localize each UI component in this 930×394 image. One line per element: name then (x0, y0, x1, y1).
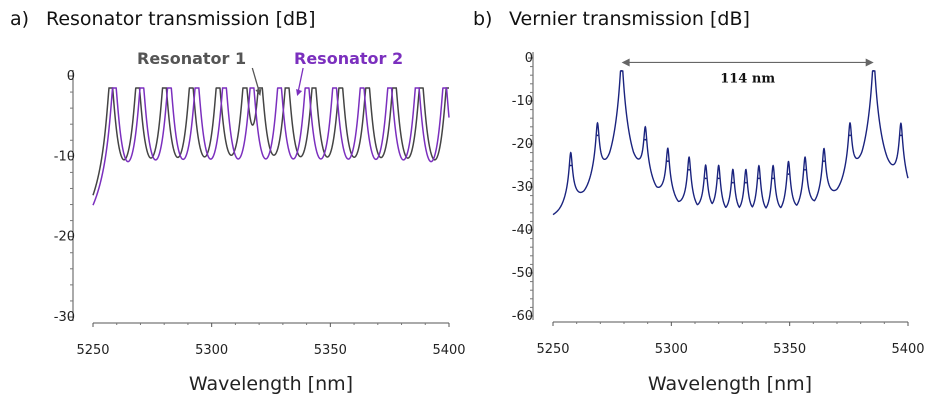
peak-point (620, 70, 623, 72)
peak-point (688, 168, 690, 171)
y-tick-label: 0 (67, 69, 75, 84)
peak-point (772, 177, 774, 180)
peak-point (596, 134, 599, 137)
resonator-1-annotation: Resonator 1 (137, 49, 246, 68)
y-tick-label: -20 (54, 230, 75, 245)
y-tick-label: 0 (525, 51, 533, 66)
y-tick-label: -20 (512, 137, 533, 152)
x-tick-label: 5350 (773, 342, 806, 357)
panel-b-plot-area (552, 70, 909, 216)
panel-a-title: Resonator transmission [dB] (46, 8, 316, 30)
x-tick-label: 5350 (314, 343, 347, 358)
panel-b-xlabel: Wavelength [nm] (648, 373, 812, 394)
x-tick-label: 5250 (76, 343, 109, 358)
x-tick-label: 5300 (655, 342, 688, 357)
panel-a-annotations: Resonator 1 Resonator 2 (137, 49, 403, 97)
peak-point (704, 177, 707, 180)
series-1-line (92, 87, 449, 196)
y-tick-label: -10 (512, 94, 533, 109)
panel-b-label: b) (473, 8, 492, 30)
x-tick-label: 5300 (195, 343, 228, 358)
y-tick-label: -40 (512, 223, 533, 238)
peak-point (569, 164, 572, 167)
series-2-line (92, 87, 450, 206)
panel-a-plot-area (92, 87, 450, 206)
peak-point (900, 134, 902, 137)
y-tick-label: -30 (54, 310, 75, 325)
peak-point (758, 177, 760, 180)
resonator-1-arrow (251, 67, 260, 93)
peak-point (849, 134, 851, 137)
resonator-2-annotation: Resonator 2 (294, 49, 403, 68)
span-arrow-right (865, 58, 874, 67)
y-tick-label: -60 (512, 309, 533, 324)
y-tick-label: -30 (512, 180, 533, 195)
panel-a-axes: 0 -10 -20 -30 5250 5300 5350 5400 (54, 69, 466, 358)
peak-point (744, 181, 747, 184)
peak-point (666, 160, 669, 163)
span-arrow-left (621, 58, 630, 67)
resonator-1-arrowhead (255, 89, 262, 97)
peak-point (872, 70, 875, 72)
peak-point (787, 173, 790, 176)
y-tick-label: -50 (512, 266, 533, 281)
resonator-2-arrow (297, 67, 304, 93)
y-tick-label: -10 (54, 149, 75, 164)
resonator-2-arrowhead (296, 89, 303, 97)
vernier-line (552, 70, 909, 216)
panel-a: a) Resonator transmission [dB] 0 -10 -20 -3… (10, 8, 466, 394)
panel-b-title: Vernier transmission [dB] (509, 8, 750, 30)
panel-a-xlabel: Wavelength [nm] (189, 373, 353, 394)
panel-b-annotations: 114 nm (621, 58, 874, 86)
peak-point (644, 138, 647, 141)
panel-b-axes: 0 -10 -20 -30 -40 -50 -60 5250 5300 5350 5400 (512, 51, 925, 357)
panel-a-label: a) (10, 8, 29, 30)
x-tick-label: 5400 (891, 342, 924, 357)
peak-point (823, 160, 825, 163)
x-tick-label: 5400 (432, 343, 465, 358)
span-label: 114 nm (720, 71, 775, 86)
peak-point (717, 177, 720, 180)
x-tick-label: 5250 (536, 342, 569, 357)
peak-point (804, 168, 806, 171)
peak-point (731, 181, 734, 184)
panel-b: b) Vernier transmission [dB] 0 -10 -20 -30 -… (473, 8, 925, 394)
